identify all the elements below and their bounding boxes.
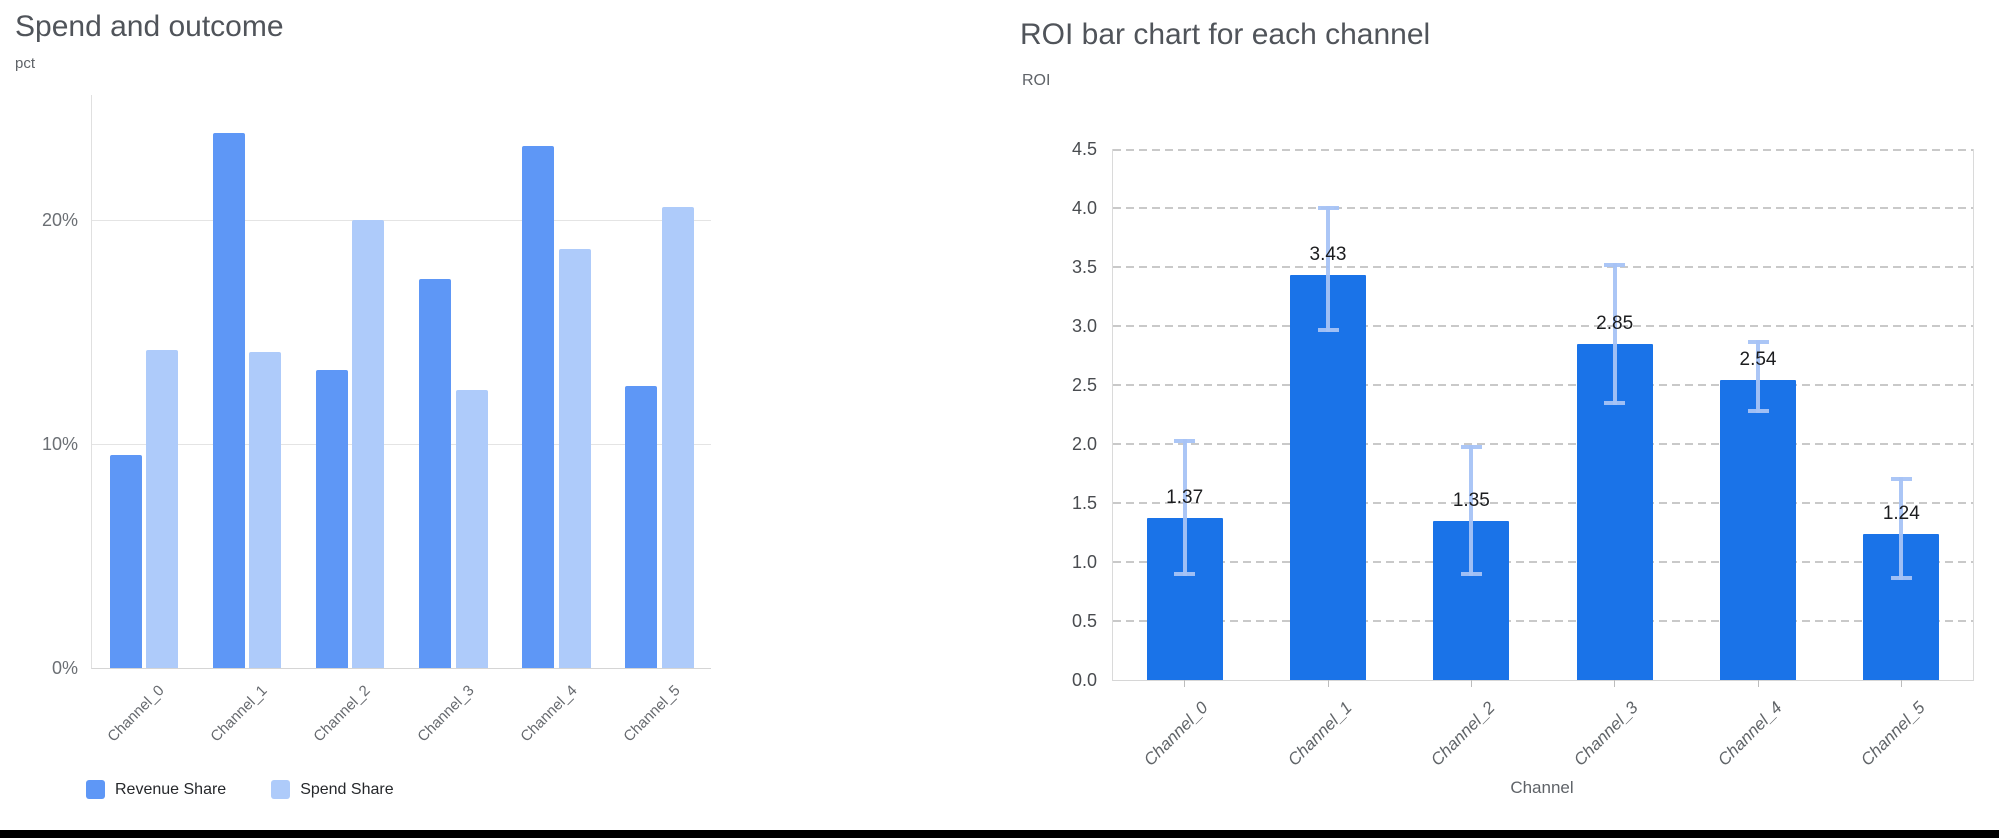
y-tick-label: 3.5 [1071, 257, 1097, 277]
revenue-share-bar-channel_2 [315, 370, 348, 668]
error-bar-cap-bottom [1460, 572, 1482, 577]
spend-share-label: Spend Share [300, 780, 394, 798]
y-tick-label: 2.0 [1071, 434, 1097, 454]
revenue-share-label: Revenue Share [115, 780, 227, 798]
error-bar-cap-top [1174, 439, 1196, 444]
gridline-2.0 [1113, 443, 1973, 445]
y-tick-label: 0.0 [1071, 670, 1097, 690]
x-tick-label: Channel_2 [310, 682, 374, 746]
gridline-1.0 [1113, 561, 1973, 563]
gridline-2.5 [1113, 384, 1973, 386]
x-tick-label: Channel_3 [1570, 698, 1643, 770]
gridline-3.0 [1113, 325, 1973, 327]
x-axis-tick [1470, 680, 1472, 687]
roi-value-label: 1.24 [1882, 502, 1920, 524]
x-tick-label: Channel_2 [1427, 698, 1499, 770]
x-axis-tick [1614, 680, 1616, 687]
error-bar-cap-bottom [1747, 409, 1769, 414]
error-bar-cap-bottom [1890, 575, 1912, 580]
y-tick-label: 0.5 [1071, 611, 1097, 631]
error-bar-cap-top [1604, 263, 1626, 268]
error-bar-cap-bottom [1174, 572, 1196, 577]
channel-axis-title: Channel [1510, 778, 1574, 797]
gridline-4.5 [1113, 149, 1973, 151]
error-bar-stem-channel_4 [1756, 340, 1760, 414]
x-axis-tick [1184, 680, 1186, 687]
revenue-share-bar-channel_5 [625, 385, 658, 668]
gridline-1.5 [1113, 502, 1973, 504]
error-bar-cap-bottom [1604, 401, 1626, 406]
spend-share-bar-channel_0 [146, 350, 179, 668]
roi-chart-title: ROI bar chart for each channel [1020, 18, 1431, 51]
roi-value-label: 1.37 [1166, 487, 1204, 509]
y-tick-label: 1.5 [1071, 493, 1097, 513]
roi-bar-channel_4 [1720, 380, 1796, 680]
y-tick-label: 3.0 [1071, 316, 1097, 336]
gridline-10% [92, 443, 711, 445]
revenue-share-swatch [86, 780, 105, 799]
spend-outcome-chart: Spend and outcome pct Channel_0 Channel_1… [0, 0, 780, 838]
gridline-20% [92, 219, 711, 221]
spend-outcome-title: Spend and outcome [15, 10, 284, 43]
x-tick-label: Channel_4 [516, 682, 581, 746]
pct-axis-label: pct [15, 55, 36, 72]
legend-item-revenue-share: Revenue Share [86, 780, 226, 799]
roi-chart: ROI bar chart for each channel ROI 1.37 C… [820, 0, 1999, 838]
error-bar-cap-top [1747, 340, 1769, 345]
error-bar-stem-channel_5 [1899, 477, 1904, 580]
roi-value-label: 2.54 [1739, 349, 1777, 371]
error-bar-cap-top [1317, 205, 1339, 210]
spend-share-bar-channel_3 [455, 390, 488, 668]
x-tick-label: Channel_0 [1140, 698, 1213, 770]
roi-axis-label: ROI [1022, 72, 1051, 89]
revenue-share-bar-channel_4 [522, 146, 555, 668]
y-tick-label: 4.0 [1071, 198, 1097, 218]
revenue-share-bar-channel_3 [419, 278, 452, 668]
x-tick-label: Channel_4 [1713, 698, 1786, 770]
spend-share-bar-channel_1 [249, 352, 282, 668]
x-axis-tick [1757, 680, 1759, 687]
roi-plot-area: 1.37 Channel_0 3.43 Channel_1 1.35 Channel_2 2… [1112, 149, 1974, 770]
y-tick-label: 0% [51, 658, 78, 678]
error-bar-cap-bottom [1317, 327, 1339, 332]
gridline-3.5 [1113, 266, 1973, 268]
x-axis-tick [1900, 680, 1902, 687]
spend-share-swatch [271, 780, 291, 799]
legend: Revenue Share Spend Share [86, 780, 394, 799]
y-tick-label: 10% [41, 434, 78, 455]
x-tick-label: Channel_1 [207, 682, 271, 746]
x-axis-tick [1327, 680, 1329, 687]
error-bar-stem-channel_1 [1326, 205, 1330, 332]
roi-value-label: 1.35 [1452, 489, 1490, 511]
error-bar-cap-top [1890, 477, 1912, 482]
roi-bar-channel_1 [1290, 275, 1366, 680]
x-tick-label: Channel_5 [620, 682, 684, 746]
error-bar-cap-top [1460, 445, 1482, 450]
y-tick-label: 20% [41, 210, 78, 231]
y-tick-label: 2.5 [1071, 375, 1097, 395]
y-tick-label: 4.5 [1071, 139, 1097, 159]
legend-item-spend-share: Spend Share [271, 780, 394, 799]
y-tick-label: 1.0 [1071, 552, 1097, 572]
gridline-0.5 [1113, 620, 1973, 622]
x-tick-label: Channel_0 [104, 682, 168, 746]
spend-share-bar-channel_2 [352, 220, 385, 668]
error-bar-stem-channel_0 [1182, 439, 1187, 577]
spend-share-bar-channel_5 [661, 206, 694, 668]
x-tick-label: Channel_3 [413, 682, 478, 746]
roi-value-label: 2.85 [1596, 312, 1634, 334]
window-bottom-edge [0, 830, 1999, 838]
roi-value-label: 3.43 [1309, 244, 1347, 266]
spend-share-bar-channel_4 [558, 249, 591, 668]
x-tick-label: Channel_5 [1857, 698, 1929, 770]
error-bar-stem-channel_3 [1612, 263, 1617, 406]
revenue-share-bar-channel_0 [109, 455, 142, 668]
spend-outcome-plot-area: Channel_0 Channel_1 Channel_2 Channel_3 Chan… [91, 95, 711, 745]
error-bar-stem-channel_2 [1469, 445, 1474, 577]
x-tick-label: Channel_1 [1283, 698, 1356, 770]
gridline-4.0 [1113, 207, 1973, 209]
revenue-share-bar-channel_1 [212, 133, 245, 668]
